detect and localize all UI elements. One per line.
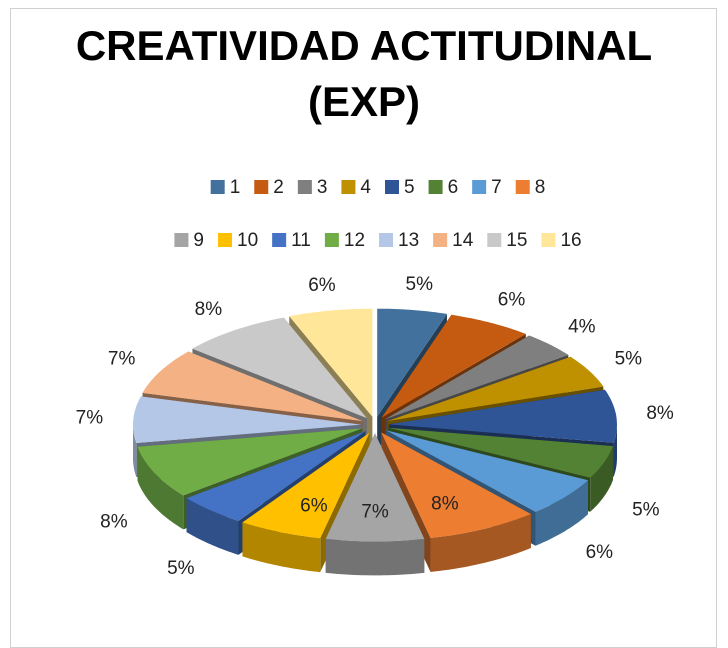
chart-title: CREATIVIDAD ACTITUDINAL (EXP): [75, 22, 653, 125]
data-label: 7%: [76, 407, 104, 428]
legend-item: 3: [297, 177, 328, 198]
slice: [142, 351, 363, 422]
data-label: 7%: [361, 501, 389, 522]
data-label: 5%: [406, 274, 434, 295]
legend-swatch: [433, 233, 448, 247]
legend-item: 7: [472, 177, 502, 198]
legend-item: 12: [324, 230, 365, 251]
data-label: 4%: [568, 316, 596, 337]
slice-tops: [133, 308, 617, 542]
data-label: 6%: [308, 275, 336, 296]
legend-item: 15: [487, 230, 527, 251]
legend-swatch: [218, 233, 232, 247]
legend-item: 1: [210, 177, 241, 198]
legend-label: 3: [317, 177, 328, 198]
legend-item: 14: [433, 230, 474, 251]
slice: [242, 432, 370, 539]
slice-side: [186, 498, 239, 555]
legend-label: 2: [273, 177, 284, 198]
data-label: 8%: [195, 299, 223, 320]
legend-item: 11: [272, 230, 311, 251]
slice-side: [613, 424, 617, 477]
slice: [385, 335, 569, 420]
legend-swatch: [472, 180, 487, 194]
legend-swatch: [428, 180, 443, 194]
slice: [387, 356, 604, 422]
data-label: 6%: [498, 290, 526, 311]
legend-swatch: [174, 233, 189, 247]
legend-label: 10: [237, 230, 258, 251]
legend-swatch: [254, 180, 269, 194]
legend-label: 1: [230, 177, 241, 198]
legend-label: 6: [448, 177, 459, 198]
data-label: 5%: [615, 348, 643, 369]
slice-side: [430, 514, 531, 572]
legend-swatch: [324, 233, 339, 247]
data-label: 8%: [431, 493, 459, 514]
data-label: 8%: [646, 403, 674, 424]
data-label: 5%: [632, 499, 660, 520]
legend-swatch: [385, 180, 399, 194]
legend-label: 16: [560, 230, 581, 251]
data-label: 6%: [586, 542, 614, 563]
legend-item: 16: [541, 230, 582, 251]
legend-item: 2: [254, 177, 284, 198]
legend-label: 15: [506, 230, 527, 251]
slice: [137, 428, 363, 496]
legend-swatch: [297, 180, 312, 194]
data-label: 5%: [167, 558, 195, 579]
legend-swatch: [379, 233, 394, 247]
slice-side: [242, 522, 321, 573]
slice: [388, 427, 613, 478]
legend-label: 4: [360, 177, 371, 198]
slice: [192, 317, 367, 419]
slice-side: [590, 446, 613, 512]
slice: [186, 431, 366, 521]
slice: [381, 314, 526, 418]
legend-item: 6: [428, 177, 459, 198]
slice-side: [137, 446, 184, 530]
page: {"chart_data": {"type": "pie", "title": …: [10, 8, 717, 648]
legend-item: 10: [218, 230, 258, 251]
legend-item: 9: [174, 230, 204, 251]
slice: [388, 389, 617, 443]
slice-side: [535, 480, 588, 546]
legend-item: 5: [385, 177, 415, 198]
data-label: 7%: [108, 348, 136, 369]
data-label: 6%: [300, 495, 328, 516]
legend-label: 14: [452, 230, 474, 251]
legend-swatch: [272, 233, 287, 247]
legend-swatch: [515, 180, 530, 194]
slice: [325, 433, 425, 542]
legend-label: 13: [398, 230, 419, 251]
legend-label: 8: [535, 177, 546, 198]
legend-item: 8: [515, 177, 546, 198]
legend-label: 5: [404, 177, 415, 198]
legend-label: 9: [193, 230, 204, 251]
slice: [381, 432, 531, 538]
legend-label: 12: [344, 230, 365, 251]
slice: [385, 430, 588, 512]
slice: [377, 308, 447, 417]
legend-swatch: [210, 180, 225, 194]
legend-item: 13: [379, 230, 419, 251]
legend-label: 11: [291, 230, 311, 251]
legend-swatch: [341, 180, 356, 194]
legend-swatch: [487, 233, 502, 247]
slice: [133, 396, 362, 443]
slice: [289, 308, 373, 417]
legend-label: 7: [491, 177, 502, 198]
chart: 1 2 3 4 5 6 7 89 10 11 12 13 14 15 165%6%4%5%8%5%6%8%7…: [76, 177, 674, 579]
data-label: 8%: [100, 512, 128, 533]
legend-swatch: [541, 233, 556, 247]
slice-side: [133, 424, 137, 477]
slice-side: [325, 538, 425, 576]
legend-item: 4: [341, 177, 371, 198]
